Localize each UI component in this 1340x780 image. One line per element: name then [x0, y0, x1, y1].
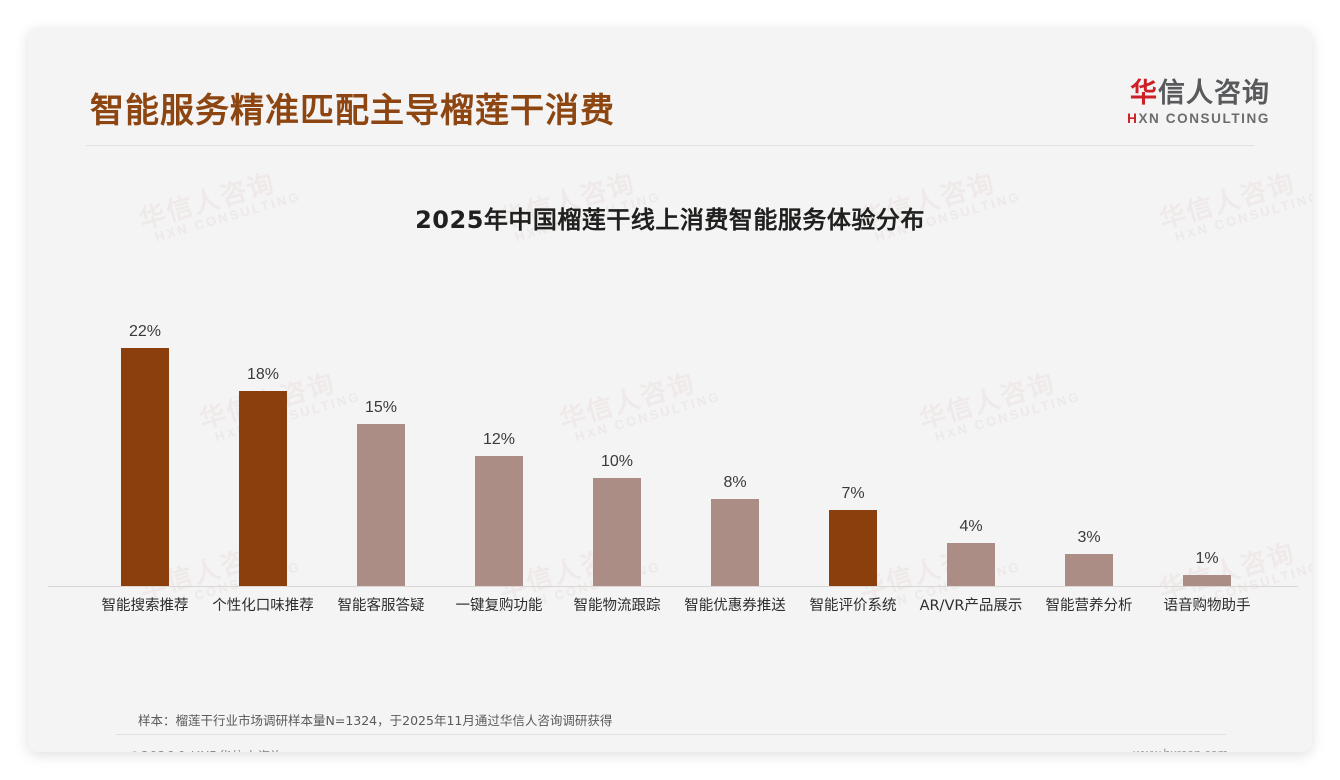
bar-group[interactable]: 8%	[676, 286, 794, 586]
logo-english-accent: H	[1127, 111, 1139, 127]
logo-english-rest: XN CONSULTING	[1138, 111, 1270, 127]
bar[interactable]	[947, 542, 995, 586]
x-axis-label: 一键复购功能	[455, 598, 543, 614]
logo-chinese-text: 华信人咨询	[1127, 78, 1270, 109]
bar-group[interactable]: 7%	[794, 286, 912, 586]
bar-group[interactable]: 1%	[1148, 286, 1266, 586]
x-axis-baseline	[48, 586, 1298, 587]
company-logo: 华信人咨询 HXN CONSULTING	[1127, 78, 1270, 126]
header-divider	[86, 145, 1254, 146]
bar-value-label: 18%	[246, 366, 280, 384]
x-axis-label: 语音购物助手	[1163, 598, 1251, 614]
bar-value-label: 10%	[600, 452, 634, 470]
bar-group[interactable]: 15%	[322, 286, 440, 586]
slide-card: 华信人咨询 HXN CONSULTING 华信人咨询 HXN CONSULTING 华信…	[28, 28, 1312, 752]
copyright-text: ©2026.1 HXR华信人咨询	[128, 746, 283, 752]
bar-group[interactable]: 3%	[1030, 286, 1148, 586]
bar-series: 22% 18% 15% 12% 10% 8% 7% 4% 3% 1%	[86, 286, 1266, 586]
slide-header: 智能服务精准匹配主导榴莲干消费 华信人咨询 HXN CONSULTING	[28, 28, 1312, 150]
page-title: 智能服务精准匹配主导榴莲干消费	[90, 91, 615, 131]
bar-chart-plot-area: 22% 18% 15% 12% 10% 8% 7% 4% 3% 1%	[86, 286, 1266, 586]
bar[interactable]	[357, 423, 405, 586]
bar-value-label: 22%	[128, 323, 162, 340]
x-axis-label: AR/VR产品展示	[919, 598, 1023, 614]
bar[interactable]	[121, 348, 169, 586]
bar-value-label: 1%	[1195, 550, 1219, 568]
bar-group[interactable]: 12%	[440, 286, 558, 586]
x-axis-label: 智能评价系统	[809, 598, 897, 614]
footer-divider	[116, 734, 1226, 735]
source-footnote: 样本：榴莲干行业市场调研样本量N=1324，于2025年11月通过华信人咨询调研…	[138, 713, 613, 728]
bar-value-label: 15%	[364, 398, 398, 416]
bar-value-label: 3%	[1077, 528, 1101, 546]
bar[interactable]	[1065, 553, 1113, 586]
x-axis-label: 智能客服答疑	[337, 598, 425, 614]
bar[interactable]	[829, 510, 877, 586]
x-axis-label: 智能搜索推荐	[101, 598, 189, 614]
logo-english-text: HXN CONSULTING	[1127, 111, 1270, 126]
x-axis-labels: 智能搜索推荐 个性化口味推荐 智能客服答疑 一键复购功能 智能物流跟踪 智能优惠券推送 智能…	[86, 594, 1266, 615]
bar-value-label: 8%	[723, 474, 747, 492]
chart-title: 2025年中国榴莲干线上消费智能服务体验分布	[415, 206, 925, 234]
bar-group[interactable]: 18%	[204, 286, 322, 586]
x-axis-label: 个性化口味推荐	[212, 598, 314, 614]
bar-value-label: 7%	[841, 485, 865, 503]
bar[interactable]	[1183, 575, 1231, 586]
bar-group[interactable]: 10%	[558, 286, 676, 586]
bar-group[interactable]: 22%	[86, 286, 204, 586]
bar-value-label: 4%	[959, 517, 983, 535]
x-axis-label: 智能物流跟踪	[573, 598, 661, 614]
x-axis-label: 智能优惠券推送	[684, 598, 786, 614]
bar-group[interactable]: 4%	[912, 286, 1030, 586]
x-axis-label: 智能营养分析	[1045, 598, 1133, 614]
logo-chinese-rest: 信人咨询	[1158, 78, 1270, 109]
website-url: www.hxrcon.com	[1134, 747, 1228, 752]
bar[interactable]	[475, 456, 523, 586]
bar-value-label: 12%	[482, 431, 516, 449]
bar[interactable]	[239, 391, 287, 586]
bar[interactable]	[711, 499, 759, 586]
bar[interactable]	[593, 477, 641, 586]
logo-accent-character: 华	[1130, 78, 1158, 109]
